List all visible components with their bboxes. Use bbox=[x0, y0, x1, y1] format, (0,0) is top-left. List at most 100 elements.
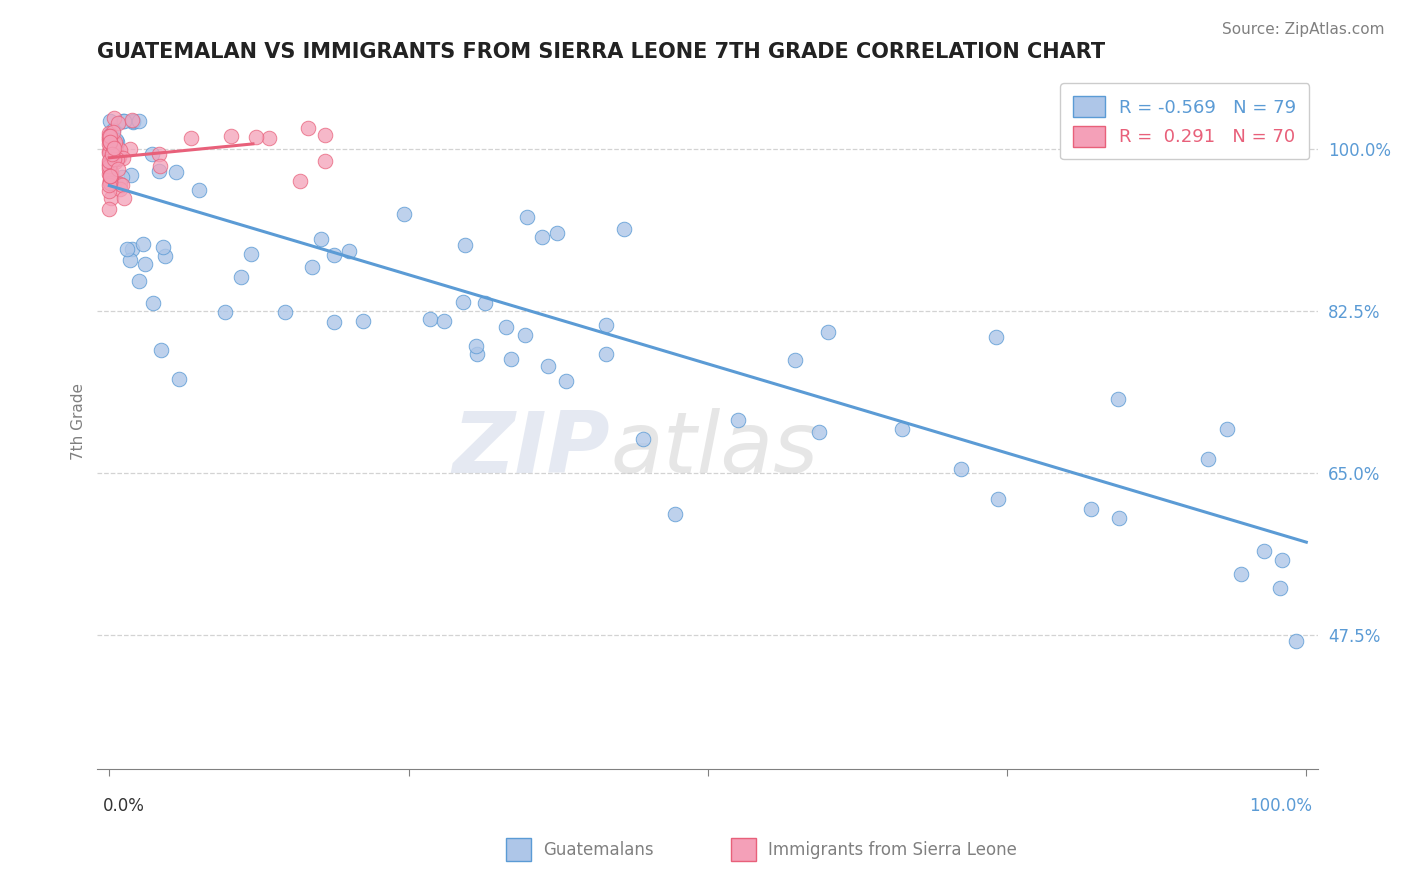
Point bbox=[891, 422, 914, 436]
Point bbox=[98, 160, 121, 174]
Point bbox=[149, 343, 172, 358]
Point bbox=[297, 121, 319, 136]
Point bbox=[554, 374, 576, 388]
Point bbox=[98, 145, 121, 160]
Point bbox=[530, 230, 553, 244]
Point bbox=[98, 167, 121, 181]
Point bbox=[288, 174, 311, 188]
Point bbox=[808, 425, 831, 440]
Point bbox=[322, 315, 344, 329]
Point bbox=[105, 136, 128, 150]
Point bbox=[516, 210, 538, 224]
Point bbox=[165, 164, 187, 178]
Point bbox=[595, 318, 617, 333]
Point bbox=[98, 131, 121, 145]
Point bbox=[98, 164, 121, 178]
Point bbox=[513, 328, 536, 343]
Point bbox=[98, 169, 121, 183]
Legend: R = -0.569   N = 79, R =  0.291   N = 70: R = -0.569 N = 79, R = 0.291 N = 70 bbox=[1060, 84, 1309, 160]
Point bbox=[98, 128, 121, 143]
Point bbox=[112, 191, 135, 205]
Point bbox=[152, 240, 174, 254]
Point bbox=[104, 135, 127, 149]
Point bbox=[98, 173, 121, 187]
Point bbox=[537, 359, 560, 373]
Point bbox=[142, 295, 165, 310]
Point bbox=[465, 338, 488, 352]
Text: atlas: atlas bbox=[610, 408, 818, 491]
Point bbox=[121, 112, 143, 127]
Point bbox=[98, 138, 121, 153]
Point bbox=[546, 226, 568, 240]
Point bbox=[98, 175, 121, 189]
Point bbox=[101, 153, 124, 168]
Point bbox=[100, 191, 122, 205]
Point bbox=[98, 154, 121, 169]
Point bbox=[394, 207, 416, 221]
Point bbox=[98, 174, 121, 188]
Point bbox=[229, 270, 252, 285]
Point bbox=[103, 141, 125, 155]
Point bbox=[419, 312, 441, 326]
Point bbox=[727, 413, 749, 427]
Point bbox=[98, 157, 121, 171]
Point bbox=[595, 347, 617, 361]
Point bbox=[100, 146, 122, 161]
Point bbox=[108, 178, 131, 192]
Point bbox=[101, 147, 124, 161]
Point bbox=[98, 135, 121, 149]
Point bbox=[501, 352, 523, 367]
Text: GUATEMALAN VS IMMIGRANTS FROM SIERRA LEONE 7TH GRADE CORRELATION CHART: GUATEMALAN VS IMMIGRANTS FROM SIERRA LEO… bbox=[97, 42, 1105, 62]
Point bbox=[128, 113, 150, 128]
Point bbox=[112, 151, 135, 165]
Point bbox=[613, 222, 636, 236]
Text: 0.0%: 0.0% bbox=[103, 797, 145, 815]
Point bbox=[1253, 544, 1275, 558]
Point bbox=[111, 178, 134, 192]
Point bbox=[98, 113, 121, 128]
Point bbox=[98, 154, 121, 169]
Point bbox=[314, 128, 336, 143]
Point bbox=[167, 372, 190, 386]
Text: 100.0%: 100.0% bbox=[1250, 797, 1312, 815]
Point bbox=[1216, 421, 1239, 435]
Point bbox=[103, 112, 125, 126]
Point bbox=[132, 236, 155, 251]
Point bbox=[98, 162, 121, 177]
Point bbox=[664, 507, 686, 521]
Point bbox=[108, 182, 131, 196]
Text: Guatemalans: Guatemalans bbox=[543, 840, 654, 859]
Point bbox=[219, 128, 242, 143]
Point bbox=[631, 432, 654, 446]
Text: Immigrants from Sierra Leone: Immigrants from Sierra Leone bbox=[768, 840, 1017, 859]
Point bbox=[118, 142, 141, 156]
Point bbox=[433, 313, 456, 327]
Point bbox=[1108, 511, 1130, 525]
Point bbox=[98, 152, 121, 166]
Point bbox=[98, 144, 121, 158]
Point bbox=[495, 320, 517, 334]
Point bbox=[98, 126, 121, 140]
Point bbox=[474, 296, 496, 310]
Point bbox=[274, 305, 297, 319]
Point bbox=[98, 133, 121, 147]
Point bbox=[98, 145, 121, 159]
Point bbox=[239, 247, 262, 261]
Point bbox=[100, 171, 122, 186]
Point bbox=[323, 248, 346, 262]
Point bbox=[122, 114, 145, 128]
Point bbox=[141, 147, 163, 161]
Point bbox=[98, 128, 121, 143]
Point bbox=[467, 347, 489, 361]
Point bbox=[98, 178, 121, 192]
Point bbox=[337, 244, 360, 259]
Point bbox=[108, 143, 131, 157]
Point bbox=[98, 169, 121, 183]
Point bbox=[950, 462, 973, 476]
Point bbox=[1107, 392, 1129, 406]
Point bbox=[986, 330, 1008, 344]
Point bbox=[245, 129, 267, 144]
Point bbox=[149, 159, 172, 173]
Point bbox=[309, 232, 332, 246]
Point bbox=[1285, 634, 1308, 648]
